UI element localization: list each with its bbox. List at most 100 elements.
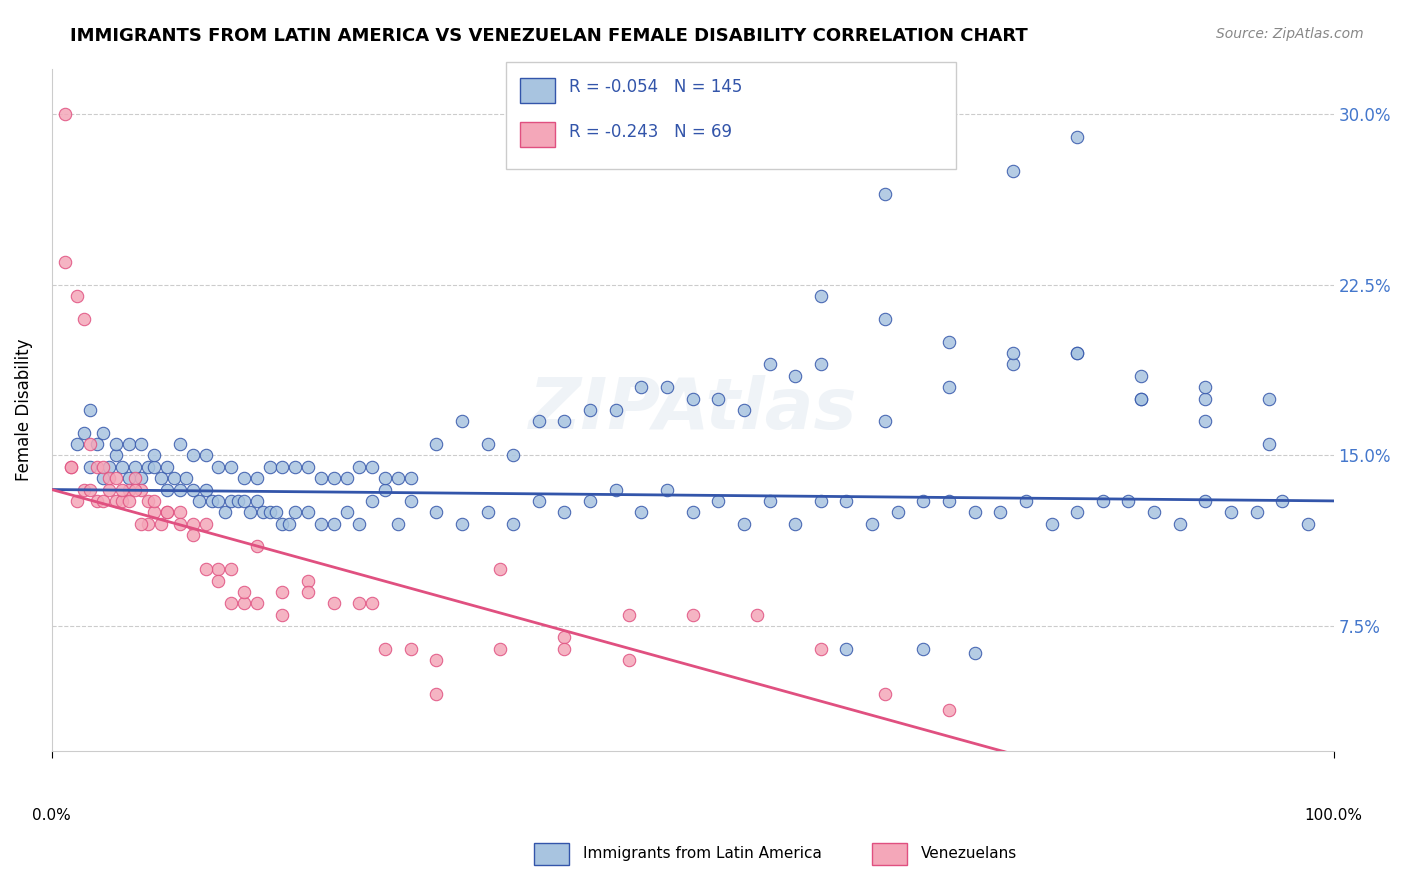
Point — [104, 471, 127, 485]
Point — [297, 574, 319, 588]
Text: Venezuelans: Venezuelans — [921, 847, 1017, 861]
Point — [502, 516, 524, 531]
Point — [284, 459, 307, 474]
Point — [207, 494, 229, 508]
Text: ZIPAtlas: ZIPAtlas — [529, 376, 856, 444]
Point — [53, 107, 76, 121]
Text: 0.0%: 0.0% — [32, 808, 72, 823]
Point — [86, 437, 108, 451]
Point — [1271, 494, 1294, 508]
Point — [387, 516, 409, 531]
Point — [630, 505, 652, 519]
Point — [605, 403, 627, 417]
Point — [886, 505, 908, 519]
Point — [758, 357, 780, 371]
Point — [810, 357, 832, 371]
Point — [169, 483, 191, 497]
Point — [214, 505, 236, 519]
Point — [188, 494, 211, 508]
Point — [605, 483, 627, 497]
Point — [655, 380, 678, 394]
Point — [104, 494, 127, 508]
Point — [181, 516, 204, 531]
Point — [91, 471, 114, 485]
Text: 100.0%: 100.0% — [1305, 808, 1362, 823]
Point — [1066, 129, 1088, 144]
Point — [239, 505, 262, 519]
Point — [219, 494, 242, 508]
Point — [733, 516, 755, 531]
Point — [156, 505, 179, 519]
Point — [207, 459, 229, 474]
Point — [86, 459, 108, 474]
Point — [387, 471, 409, 485]
Point — [630, 380, 652, 394]
Point — [91, 425, 114, 440]
Point — [271, 516, 294, 531]
Point — [136, 494, 159, 508]
Point — [1002, 346, 1025, 360]
Point — [143, 494, 166, 508]
Point — [335, 505, 357, 519]
Point — [322, 596, 344, 610]
Point — [124, 483, 146, 497]
Point — [860, 516, 883, 531]
Point — [1194, 414, 1216, 428]
Point — [682, 607, 704, 622]
Point — [131, 471, 153, 485]
Point — [181, 528, 204, 542]
Point — [617, 607, 640, 622]
Point — [233, 585, 256, 599]
Point — [322, 471, 344, 485]
Text: IMMIGRANTS FROM LATIN AMERICA VS VENEZUELAN FEMALE DISABILITY CORRELATION CHART: IMMIGRANTS FROM LATIN AMERICA VS VENEZUE… — [70, 27, 1028, 45]
Point — [162, 471, 184, 485]
Point — [111, 494, 134, 508]
Point — [758, 494, 780, 508]
Point — [124, 459, 146, 474]
Point — [86, 494, 108, 508]
Point — [873, 311, 896, 326]
Point — [361, 494, 384, 508]
Point — [1002, 357, 1025, 371]
Point — [79, 459, 101, 474]
Point — [309, 516, 332, 531]
Point — [1220, 505, 1243, 519]
Point — [143, 449, 166, 463]
Point — [73, 483, 96, 497]
Point — [527, 414, 550, 428]
Point — [156, 505, 179, 519]
Point — [246, 596, 269, 610]
Point — [374, 483, 396, 497]
Point — [374, 471, 396, 485]
Point — [617, 653, 640, 667]
Point — [579, 403, 602, 417]
Point — [91, 494, 114, 508]
Point — [399, 471, 422, 485]
Point — [1296, 516, 1319, 531]
Point — [149, 516, 172, 531]
Point — [963, 646, 986, 660]
Point — [131, 437, 153, 451]
Point — [349, 596, 371, 610]
Point — [1194, 380, 1216, 394]
Point — [79, 437, 101, 451]
Point — [259, 505, 281, 519]
Point — [176, 471, 198, 485]
Point — [912, 494, 935, 508]
Point — [1130, 368, 1153, 383]
Point — [219, 596, 242, 610]
Point — [233, 471, 256, 485]
Point — [104, 449, 127, 463]
Point — [553, 414, 575, 428]
Point — [104, 437, 127, 451]
Point — [1040, 516, 1063, 531]
Point — [118, 483, 141, 497]
Point — [1066, 346, 1088, 360]
Point — [207, 574, 229, 588]
Point — [553, 631, 575, 645]
Point — [1066, 505, 1088, 519]
Point — [425, 653, 447, 667]
Point — [579, 494, 602, 508]
Point — [1066, 346, 1088, 360]
Point — [73, 425, 96, 440]
